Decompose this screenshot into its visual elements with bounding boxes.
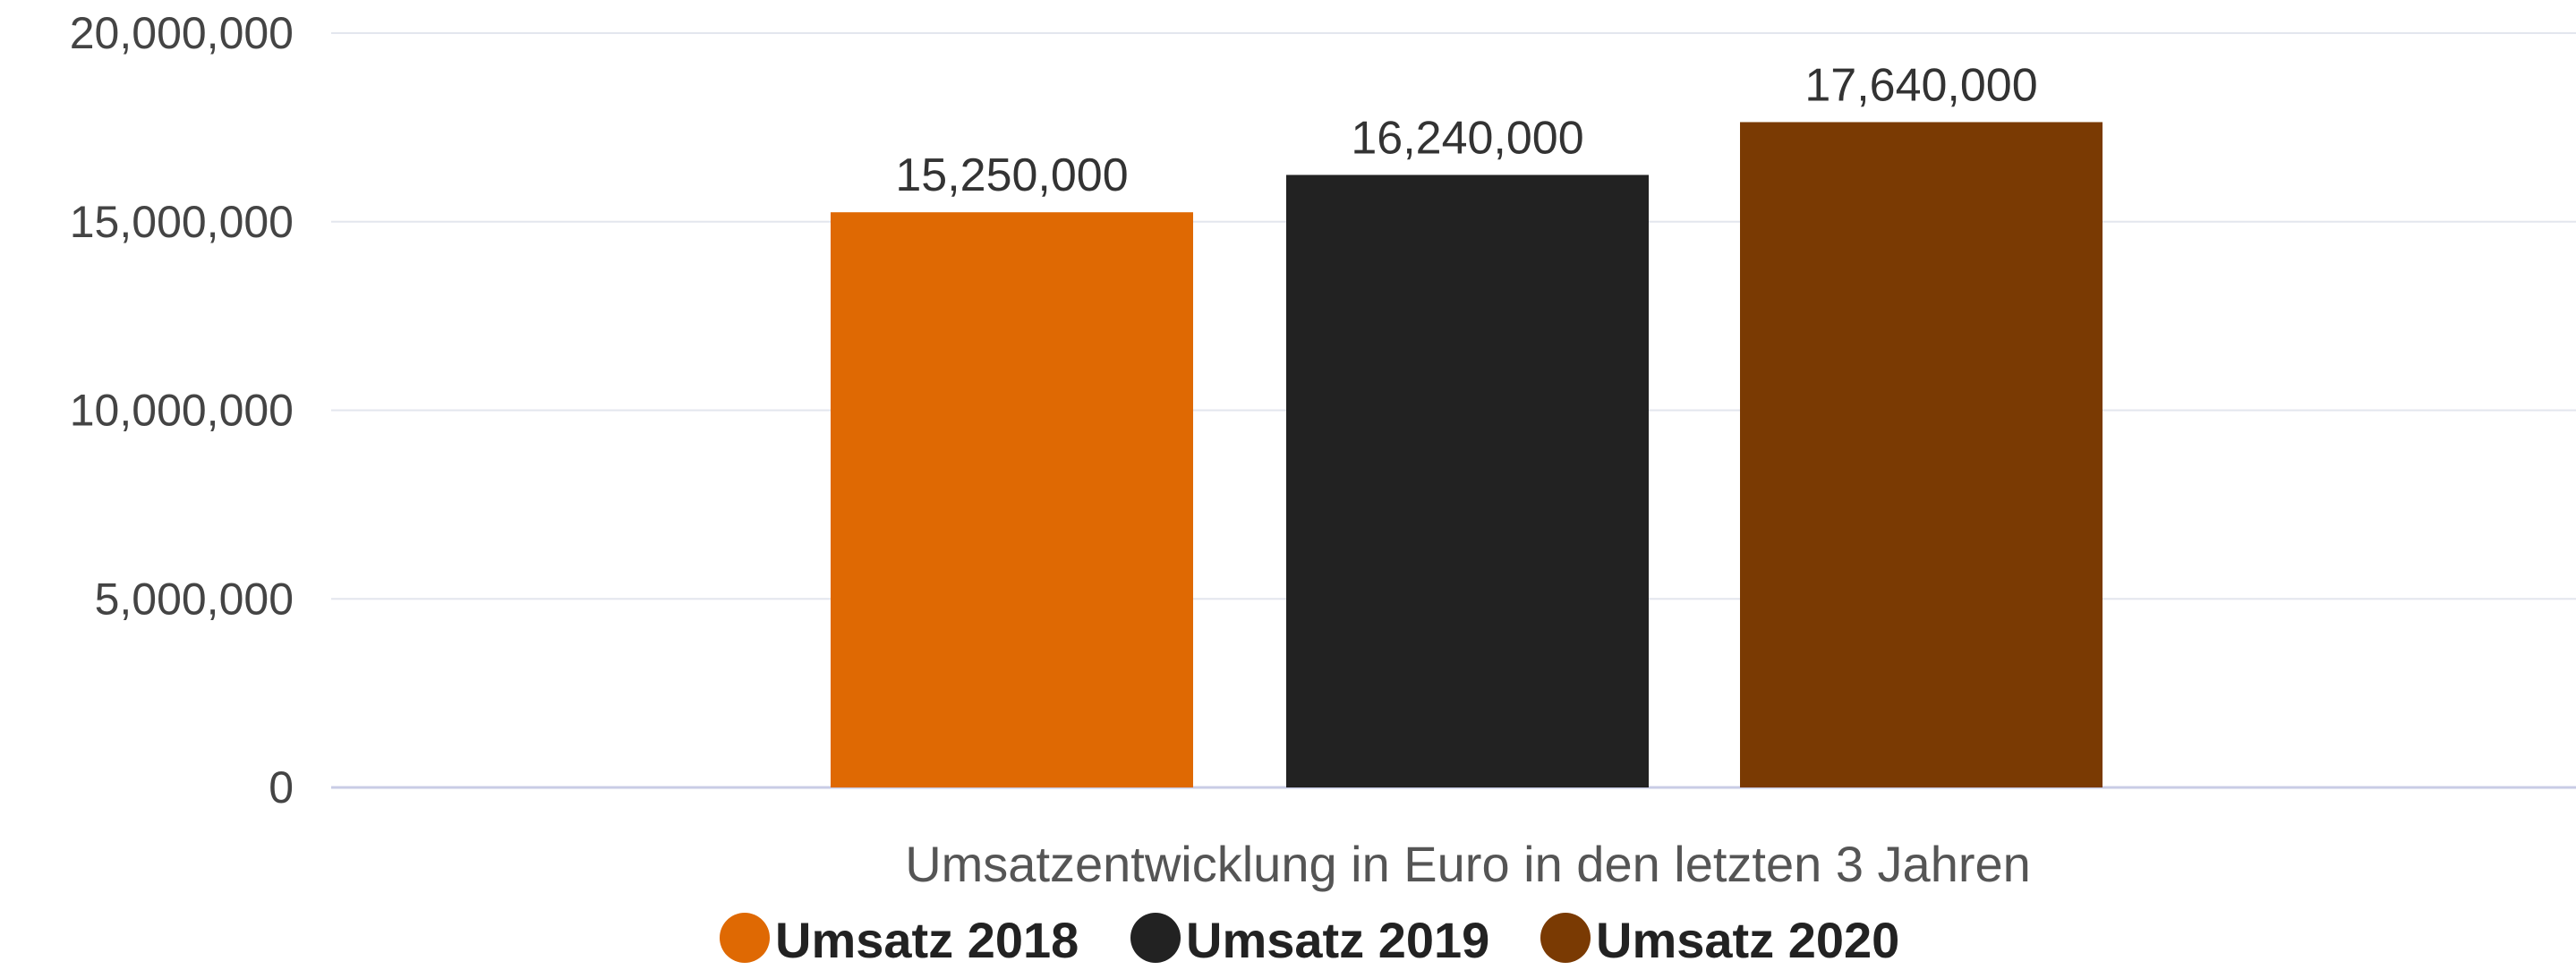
legend-item-umsatz-2020[interactable]: Umsatz 2020 bbox=[1540, 912, 1899, 968]
y-tick-label: 15,000,000 bbox=[70, 197, 294, 247]
legend-item-umsatz-2019[interactable]: Umsatz 2019 bbox=[1130, 912, 1489, 968]
legend-label: Umsatz 2020 bbox=[1596, 912, 1899, 966]
y-tick-label: 0 bbox=[269, 762, 294, 813]
legend-label: Umsatz 2019 bbox=[1186, 912, 1489, 966]
bars bbox=[831, 122, 2103, 787]
legend: Umsatz 2018 Umsatz 2019 Umsatz 2020 bbox=[720, 912, 1899, 968]
legend-marker bbox=[1130, 913, 1181, 963]
legend-marker bbox=[1540, 913, 1591, 963]
y-tick-label: 5,000,000 bbox=[95, 574, 294, 624]
legend-marker bbox=[720, 913, 770, 963]
y-axis-tick-labels: 0 5,000,000 10,000,000 15,000,000 20,000,000 bbox=[70, 8, 294, 813]
y-tick-label: 20,000,000 bbox=[70, 8, 294, 58]
data-label: 15,250,000 bbox=[895, 149, 1128, 201]
x-axis-title: Umsatzentwicklung in Euro in den letzten… bbox=[905, 836, 2031, 892]
data-label: 17,640,000 bbox=[1804, 59, 2037, 111]
data-labels: 15,250,000 16,240,000 17,640,000 bbox=[895, 59, 2037, 201]
bar-umsatz-2020[interactable] bbox=[1740, 122, 2103, 787]
bar-umsatz-2018[interactable] bbox=[831, 212, 1193, 787]
y-tick-label: 10,000,000 bbox=[70, 386, 294, 436]
data-label: 16,240,000 bbox=[1351, 112, 1583, 164]
legend-item-umsatz-2018[interactable]: Umsatz 2018 bbox=[720, 912, 1079, 968]
bar-umsatz-2019[interactable] bbox=[1286, 174, 1649, 787]
legend-label: Umsatz 2018 bbox=[775, 912, 1079, 966]
